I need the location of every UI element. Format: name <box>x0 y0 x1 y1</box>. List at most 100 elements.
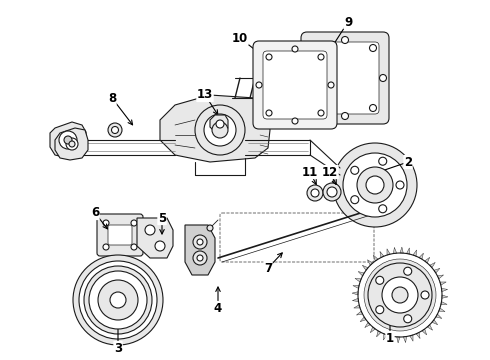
Circle shape <box>193 235 207 249</box>
FancyBboxPatch shape <box>263 51 327 119</box>
Text: 2: 2 <box>404 156 412 168</box>
Polygon shape <box>438 275 443 279</box>
Polygon shape <box>353 285 359 288</box>
Circle shape <box>369 104 376 112</box>
FancyBboxPatch shape <box>97 214 143 256</box>
Polygon shape <box>368 260 373 265</box>
Circle shape <box>311 189 319 197</box>
Circle shape <box>314 45 320 51</box>
Text: 6: 6 <box>91 207 99 220</box>
Polygon shape <box>410 335 413 341</box>
Polygon shape <box>362 265 368 270</box>
Text: 13: 13 <box>197 89 213 102</box>
Polygon shape <box>441 302 447 305</box>
Text: 8: 8 <box>108 91 116 104</box>
FancyBboxPatch shape <box>108 225 132 245</box>
Circle shape <box>366 176 384 194</box>
Circle shape <box>314 104 320 112</box>
Polygon shape <box>442 295 448 298</box>
Circle shape <box>342 112 348 120</box>
Circle shape <box>351 196 359 204</box>
Polygon shape <box>419 253 423 259</box>
Polygon shape <box>137 218 173 258</box>
Circle shape <box>303 75 311 81</box>
Polygon shape <box>55 128 88 160</box>
FancyBboxPatch shape <box>301 32 389 124</box>
Circle shape <box>292 46 298 52</box>
Circle shape <box>112 126 119 134</box>
Text: 5: 5 <box>158 211 166 225</box>
Circle shape <box>292 118 298 124</box>
Polygon shape <box>440 282 446 285</box>
Polygon shape <box>370 327 375 333</box>
Polygon shape <box>356 311 363 315</box>
Circle shape <box>103 244 109 250</box>
Text: 12: 12 <box>322 166 338 179</box>
Text: 11: 11 <box>302 166 318 179</box>
Circle shape <box>342 36 348 44</box>
Polygon shape <box>354 305 360 308</box>
Circle shape <box>333 143 417 227</box>
Polygon shape <box>403 337 407 343</box>
Polygon shape <box>436 314 442 319</box>
Polygon shape <box>432 320 438 325</box>
Circle shape <box>66 138 78 150</box>
Circle shape <box>195 105 245 155</box>
Polygon shape <box>430 262 435 268</box>
Circle shape <box>197 239 203 245</box>
Polygon shape <box>387 249 390 255</box>
Polygon shape <box>210 115 228 133</box>
Text: 4: 4 <box>214 302 222 315</box>
Circle shape <box>343 153 407 217</box>
Text: 1: 1 <box>386 332 394 345</box>
Circle shape <box>145 225 155 235</box>
Circle shape <box>392 287 408 303</box>
Circle shape <box>327 187 337 197</box>
Circle shape <box>216 120 224 128</box>
Text: 3: 3 <box>114 342 122 355</box>
Circle shape <box>328 82 334 88</box>
Circle shape <box>379 205 387 213</box>
Circle shape <box>404 267 412 275</box>
Circle shape <box>318 54 324 60</box>
Circle shape <box>103 220 109 226</box>
Circle shape <box>379 75 387 81</box>
FancyBboxPatch shape <box>311 42 379 114</box>
Polygon shape <box>397 337 400 343</box>
Polygon shape <box>355 278 361 282</box>
Polygon shape <box>352 292 358 295</box>
FancyBboxPatch shape <box>253 41 337 129</box>
Polygon shape <box>376 331 381 337</box>
Circle shape <box>110 292 126 308</box>
Polygon shape <box>439 308 445 312</box>
Polygon shape <box>373 255 378 261</box>
Text: 10: 10 <box>232 31 248 45</box>
Circle shape <box>256 82 262 88</box>
Circle shape <box>307 185 323 201</box>
Circle shape <box>207 225 213 231</box>
Circle shape <box>155 241 165 251</box>
Polygon shape <box>400 247 403 253</box>
Circle shape <box>204 114 236 146</box>
Circle shape <box>84 266 152 334</box>
Polygon shape <box>352 298 359 302</box>
Circle shape <box>212 122 228 138</box>
Polygon shape <box>434 268 440 273</box>
Circle shape <box>376 276 384 284</box>
Polygon shape <box>160 95 270 162</box>
Polygon shape <box>441 288 448 292</box>
Circle shape <box>318 110 324 116</box>
Circle shape <box>108 123 122 137</box>
Polygon shape <box>360 317 366 322</box>
Circle shape <box>368 263 432 327</box>
Circle shape <box>323 183 341 201</box>
Polygon shape <box>413 250 416 256</box>
Circle shape <box>421 291 429 299</box>
Polygon shape <box>365 322 370 328</box>
Polygon shape <box>383 334 387 340</box>
Circle shape <box>98 280 138 320</box>
Polygon shape <box>425 257 430 263</box>
Circle shape <box>357 167 393 203</box>
Circle shape <box>197 255 203 261</box>
Circle shape <box>351 166 359 174</box>
